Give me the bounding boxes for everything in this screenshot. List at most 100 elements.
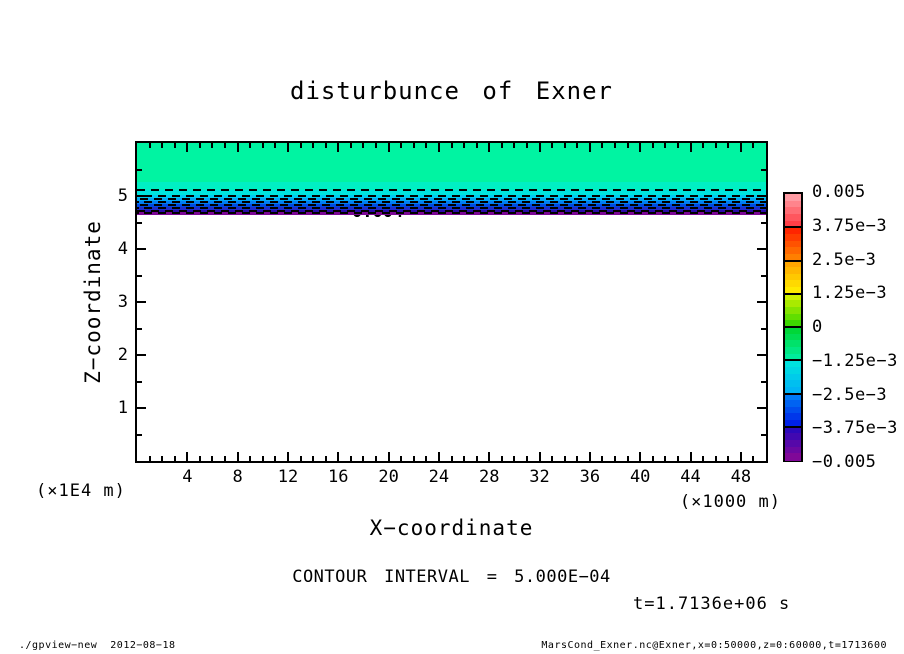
x-axis-tick [626,456,629,461]
x-axis-tick [488,452,491,461]
colorbar-step [785,386,801,395]
x-axis-tick-label: 32 [529,467,550,487]
x-axis-tick [676,143,679,148]
colorbar-tick-label: −1.25e−3 [812,350,898,371]
x-axis-tick-label: 8 [232,467,243,487]
y-axis-tick [761,433,766,436]
y-axis-tick [137,407,146,409]
x-axis-tick [450,456,453,461]
x-axis-tick [525,456,528,461]
y-axis-tick [757,248,766,250]
x-axis-tick [387,452,390,461]
x-axis-tick [286,452,289,461]
contour-line [137,204,766,206]
y-axis-tick [757,407,766,409]
colorbar-step [785,453,801,461]
colorbar-step [785,240,801,248]
colorbar-step [785,253,801,262]
colorbar-separator [785,226,801,229]
colorbar-step [785,300,801,308]
x-axis-tick [702,456,705,461]
x-axis-tick [337,452,340,461]
x-axis-tick [299,456,302,461]
x-axis-tick [400,143,403,148]
x-axis-tick [375,143,378,148]
colorbar-tick-label: 3.75e−3 [812,215,888,236]
x-axis-tick [538,143,541,152]
x-axis-tick [513,143,516,148]
x-axis-tick-label: 24 [428,467,450,487]
x-axis-tick [475,456,478,461]
contour-interval-note: CONTOUR INTERVAL = 5.000E−04 [292,567,611,587]
colorbar-step [785,220,801,228]
x-axis-tick [274,456,277,461]
x-axis-tick [400,456,403,461]
x-axis-tick [425,456,428,461]
x-axis-tick [349,456,352,461]
x-axis-tick-label: 20 [378,467,399,487]
colorbar-step [785,327,801,335]
x-axis-tick-label: 44 [680,467,701,487]
x-axis-tick [249,143,252,148]
colorbar-step [785,227,801,235]
colorbar-step [785,247,801,255]
x-axis-tick [412,456,415,461]
y-axis-tick [761,221,766,224]
x-axis-tick [211,143,214,148]
x-axis-tick [224,143,227,148]
x-axis-tick-label: 36 [579,467,601,487]
y-axis-tick [757,354,766,356]
x-axis-tick [689,452,692,461]
colorbar-tick-label: 1.25e−3 [812,283,888,304]
contour-line [137,207,766,209]
x-axis-tick [551,456,554,461]
x-axis-tick [752,456,755,461]
colorbar-step [785,433,801,441]
x-axis-title: X−coordinate [369,516,534,540]
colorbar-step [785,413,801,421]
x-axis-tick [513,456,516,461]
x-axis-tick [261,456,264,461]
x-axis-tick [727,143,730,148]
colorbar-step [785,366,801,375]
x-axis-tick [261,143,264,148]
y-axis-tick [137,248,146,250]
y-axis-tick-label: 5 [117,186,128,206]
y-axis-tick [137,380,142,383]
colorbar-step [785,267,801,275]
x-axis-tick [249,456,252,461]
x-axis-tick-label: 28 [478,467,500,487]
x-axis-tick [387,143,390,152]
colorbar-gradient [785,194,801,461]
x-axis-tick [299,143,302,148]
footer-dataset-info: MarsCond_Exner.nc@Exner,x=0:50000,z=0:60… [541,640,887,651]
y-axis-tick [137,274,142,277]
x-axis-tick [588,143,591,152]
colorbar-step [785,393,801,401]
time-annotation: t=1.7136e+06 s [633,594,791,614]
x-axis-tick [626,143,629,148]
colorbar-step [785,360,801,368]
colorbar-step [785,293,801,301]
x-axis-tick [161,456,164,461]
colorbar-step [785,406,801,415]
x-axis-tick [198,456,201,461]
y-axis-tick [137,301,146,303]
x-axis-tick [576,456,579,461]
x-axis-tick [714,456,717,461]
y-axis-tick-label: 1 [117,398,128,418]
x-axis-tick [563,143,566,148]
x-axis-tick [551,143,554,148]
colorbar-step [785,400,801,408]
x-axis-tick [450,143,453,148]
y-axis-tick-label: 4 [117,239,128,259]
colorbar-step [785,340,801,348]
x-axis-tick-label: 12 [277,467,299,487]
x-axis-tick [148,143,151,148]
x-axis-tick [173,143,176,148]
x-axis-tick [425,143,428,148]
colorbar-step [785,213,801,222]
y-axis-tick [761,274,766,277]
x-axis-tick [412,143,415,148]
